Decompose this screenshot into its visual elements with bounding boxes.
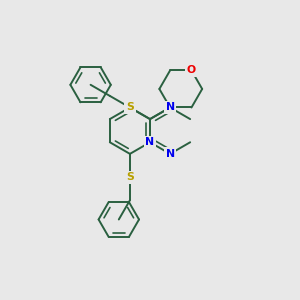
Text: O: O <box>187 65 196 75</box>
Text: S: S <box>126 172 134 182</box>
Text: N: N <box>166 103 175 112</box>
Text: S: S <box>126 103 134 112</box>
Text: N: N <box>146 137 154 147</box>
Text: N: N <box>166 103 175 112</box>
Text: N: N <box>166 149 175 159</box>
Text: N: N <box>125 103 134 112</box>
